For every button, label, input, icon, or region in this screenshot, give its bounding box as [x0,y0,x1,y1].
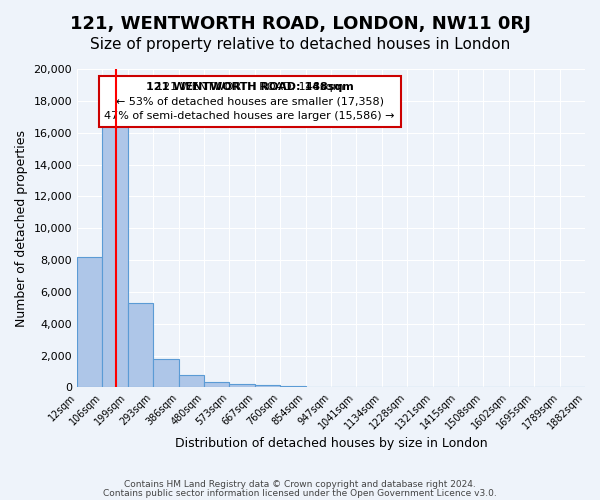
Bar [204,382,229,388]
Y-axis label: Number of detached properties: Number of detached properties [15,130,28,326]
Bar [280,386,305,388]
Bar [229,384,255,388]
Bar [179,374,204,388]
Text: 121 WENTWORTH ROAD: 148sqm: 121 WENTWORTH ROAD: 148sqm [146,82,353,92]
Bar [103,123,128,388]
Text: 121, WENTWORTH ROAD, LONDON, NW11 0RJ: 121, WENTWORTH ROAD, LONDON, NW11 0RJ [70,15,530,33]
Bar [128,303,153,388]
Text: Contains HM Land Registry data © Crown copyright and database right 2024.: Contains HM Land Registry data © Crown c… [124,480,476,489]
Bar [77,257,103,388]
X-axis label: Distribution of detached houses by size in London: Distribution of detached houses by size … [175,437,487,450]
Text: 121 WENTWORTH ROAD: 148sqm
← 53% of detached houses are smaller (17,358)
47% of : 121 WENTWORTH ROAD: 148sqm ← 53% of deta… [104,82,395,122]
Text: Size of property relative to detached houses in London: Size of property relative to detached ho… [90,38,510,52]
Bar [153,360,179,388]
Bar [255,386,280,388]
Text: Contains public sector information licensed under the Open Government Licence v3: Contains public sector information licen… [103,489,497,498]
